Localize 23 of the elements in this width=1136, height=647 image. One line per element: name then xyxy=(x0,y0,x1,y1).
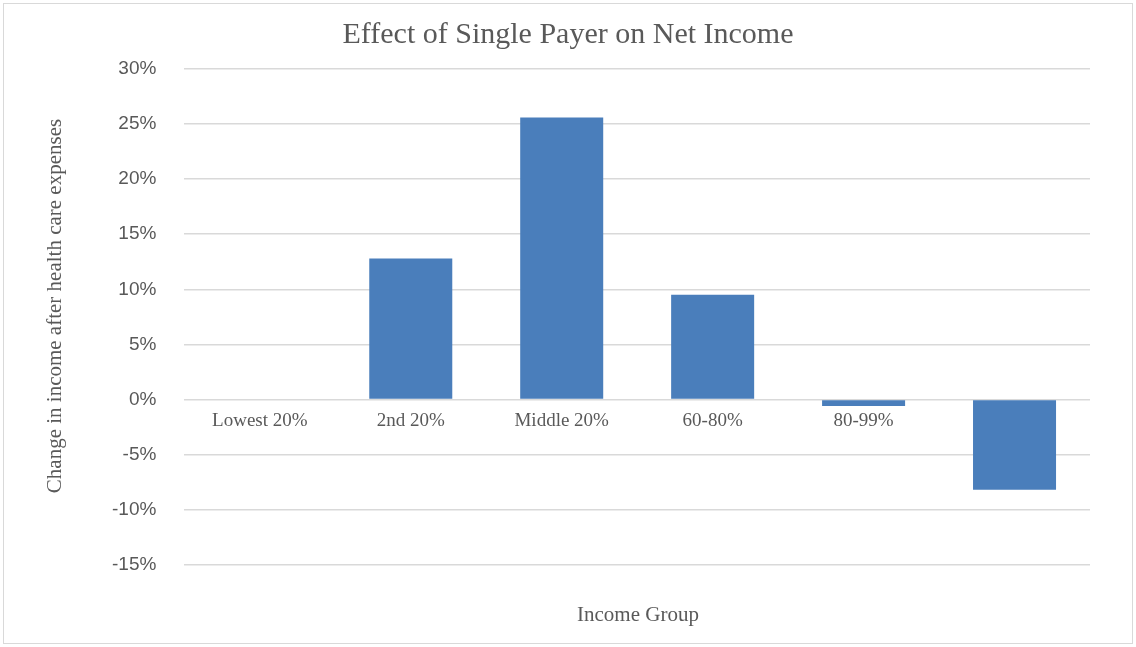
y-tick-label: -5% xyxy=(122,442,157,464)
x-tick-label: 80-99% xyxy=(833,408,894,430)
bar xyxy=(520,117,604,399)
y-tick-label: -10% xyxy=(112,497,157,519)
y-tick-label: 20% xyxy=(118,167,157,189)
bar xyxy=(973,400,1057,490)
x-tick-label: Lowest 20% xyxy=(212,408,308,430)
x-tick-label: Middle 20% xyxy=(514,408,610,430)
y-tick-label: 30% xyxy=(118,57,157,79)
chart-title: Effect of Single Payer on Net Income xyxy=(341,16,795,50)
bar xyxy=(671,294,755,399)
y-tick-label: 0% xyxy=(128,387,157,409)
y-tick-label: 10% xyxy=(118,277,157,299)
y-tick-label: 5% xyxy=(128,332,157,354)
bar xyxy=(369,258,453,399)
y-tick-label: 25% xyxy=(118,112,157,134)
bar xyxy=(822,400,906,407)
x-axis-title: Income Group xyxy=(576,602,700,627)
y-tick-label: 15% xyxy=(118,222,157,244)
y-axis-title: Change in income after health care expenses xyxy=(42,117,66,496)
x-tick-label: 60-80% xyxy=(682,408,743,430)
x-tick-label: 2nd 20% xyxy=(376,408,445,430)
y-tick-label: -15% xyxy=(112,552,157,574)
